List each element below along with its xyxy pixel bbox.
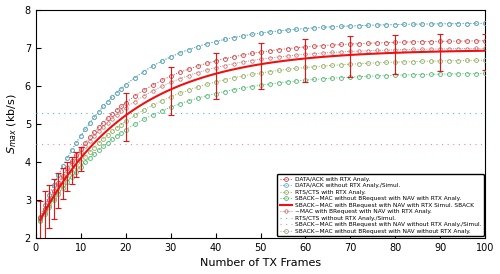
Y-axis label: $S_{max}$ (kb/s): $S_{max}$ (kb/s) [6, 93, 19, 154]
X-axis label: Number of TX Frames: Number of TX Frames [200, 258, 321, 269]
Legend: DATA/ACK with RTX Analy., DATA/ACK without RTX Analy./Simul., RTS/CTS with RTX A: DATA/ACK with RTX Analy., DATA/ACK witho… [277, 174, 484, 236]
